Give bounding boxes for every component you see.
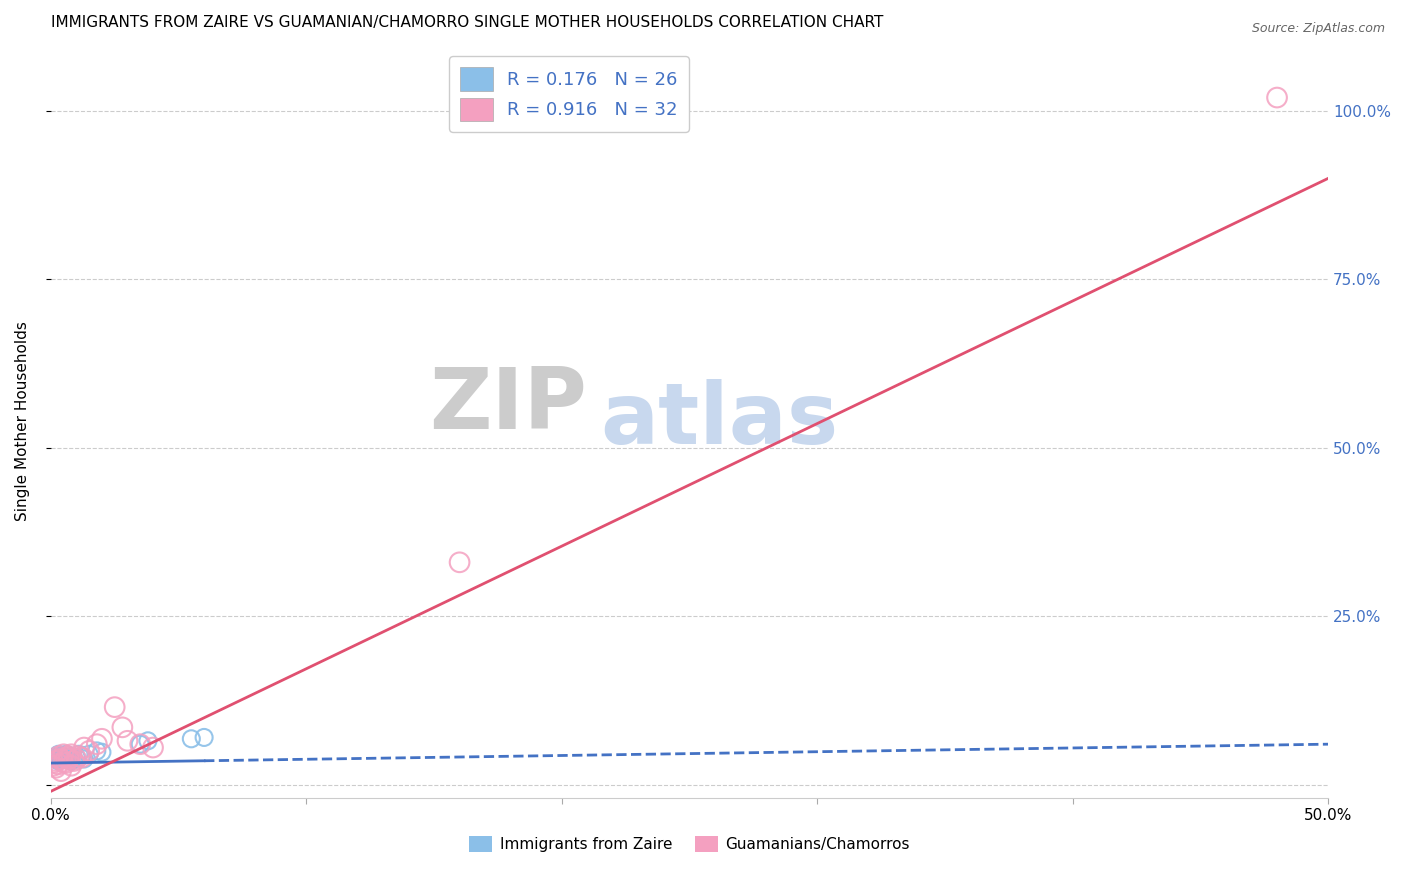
Point — [52, 747, 75, 762]
Point — [49, 752, 72, 766]
Point — [49, 748, 72, 763]
Point — [65, 750, 87, 764]
Point — [58, 750, 80, 764]
Point — [180, 731, 202, 746]
Point — [52, 749, 75, 764]
Point — [42, 758, 65, 772]
Point — [60, 749, 83, 764]
Point — [117, 734, 139, 748]
Point — [1265, 90, 1288, 104]
Point — [129, 737, 152, 751]
Point — [111, 720, 134, 734]
Point — [70, 749, 93, 764]
Point — [55, 747, 77, 762]
Point — [48, 752, 70, 766]
Text: ZIP: ZIP — [430, 364, 588, 447]
Point — [60, 754, 83, 768]
Point — [129, 737, 152, 751]
Point — [104, 700, 127, 714]
Point — [48, 754, 70, 768]
Point — [90, 731, 112, 746]
Legend: R = 0.176   N = 26, R = 0.916   N = 32: R = 0.176 N = 26, R = 0.916 N = 32 — [450, 56, 689, 132]
Point — [86, 737, 108, 751]
Point — [67, 747, 90, 762]
Point — [45, 754, 67, 768]
Point — [67, 749, 90, 764]
Point — [449, 555, 471, 569]
Point — [90, 745, 112, 759]
Point — [52, 750, 75, 764]
Point — [142, 740, 165, 755]
Point — [45, 752, 67, 766]
Point — [45, 749, 67, 764]
Point — [55, 750, 77, 764]
Point — [48, 749, 70, 764]
Text: Source: ZipAtlas.com: Source: ZipAtlas.com — [1251, 22, 1385, 36]
Point — [49, 764, 72, 778]
Point — [63, 752, 86, 766]
Y-axis label: Single Mother Households: Single Mother Households — [15, 321, 30, 521]
Point — [55, 756, 77, 770]
Point — [55, 752, 77, 766]
Point — [60, 747, 83, 762]
Point — [86, 744, 108, 758]
Point — [77, 747, 100, 762]
Point — [58, 752, 80, 766]
Point — [70, 750, 93, 764]
Point — [136, 734, 159, 748]
Text: atlas: atlas — [600, 379, 838, 462]
Point — [58, 749, 80, 764]
Point — [42, 750, 65, 764]
Point — [63, 754, 86, 768]
Point — [73, 740, 96, 755]
Point — [77, 744, 100, 758]
Point — [48, 747, 70, 762]
Point — [60, 758, 83, 772]
Point — [45, 761, 67, 775]
Point — [49, 752, 72, 766]
Point — [65, 752, 87, 766]
Point — [193, 731, 215, 745]
Point — [48, 757, 70, 772]
Point — [73, 752, 96, 766]
Point — [42, 756, 65, 770]
Text: IMMIGRANTS FROM ZAIRE VS GUAMANIAN/CHAMORRO SINGLE MOTHER HOUSEHOLDS CORRELATION: IMMIGRANTS FROM ZAIRE VS GUAMANIAN/CHAMO… — [51, 15, 883, 30]
Point — [52, 756, 75, 770]
